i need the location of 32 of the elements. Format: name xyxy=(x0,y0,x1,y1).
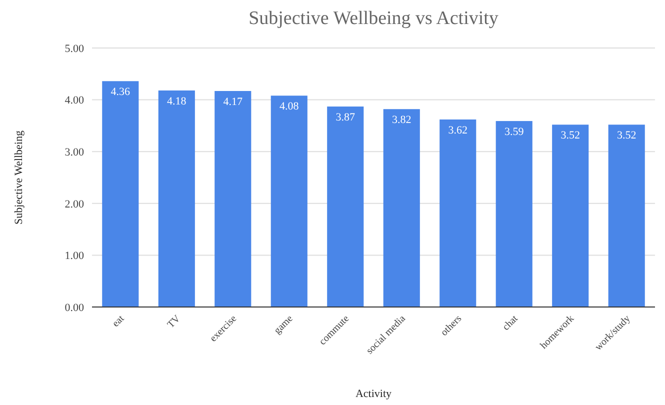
bar xyxy=(102,81,139,307)
data-label: 4.36 xyxy=(110,86,131,98)
data-label: 3.87 xyxy=(336,112,356,124)
bar xyxy=(383,109,420,307)
chart-title: Subjective Wellbeing vs Activity xyxy=(248,8,499,29)
bar xyxy=(158,90,195,307)
bar xyxy=(552,124,589,307)
data-label: 3.52 xyxy=(616,130,636,142)
data-label: 3.82 xyxy=(392,114,412,126)
y-tick-label: 5.00 xyxy=(64,42,84,55)
bar xyxy=(270,96,308,307)
y-tick-label: 0.00 xyxy=(64,302,84,314)
data-label: 3.59 xyxy=(504,126,524,138)
bar xyxy=(440,119,476,307)
x-axis-title: Activity xyxy=(355,388,392,400)
y-axis-title: Subjective Wellbeing xyxy=(13,130,25,224)
y-tick-label: 4.00 xyxy=(64,94,84,107)
data-label: 4.18 xyxy=(167,95,187,108)
y-tick-label: 2.00 xyxy=(64,198,84,210)
x-tick-label: TV xyxy=(166,312,184,331)
data-label: 4.08 xyxy=(280,100,300,113)
data-label: 3.52 xyxy=(560,130,580,142)
data-label: 3.62 xyxy=(448,124,468,136)
bar xyxy=(608,124,645,307)
x-tick-label: eat xyxy=(110,313,127,330)
x-tick-label: chat xyxy=(500,313,520,333)
bar xyxy=(496,121,532,307)
bar xyxy=(214,90,252,307)
bar xyxy=(327,106,364,307)
data-label: 4.17 xyxy=(223,96,244,108)
y-tick-label: 3.00 xyxy=(64,146,84,158)
y-tick-label: 1.00 xyxy=(64,250,84,262)
